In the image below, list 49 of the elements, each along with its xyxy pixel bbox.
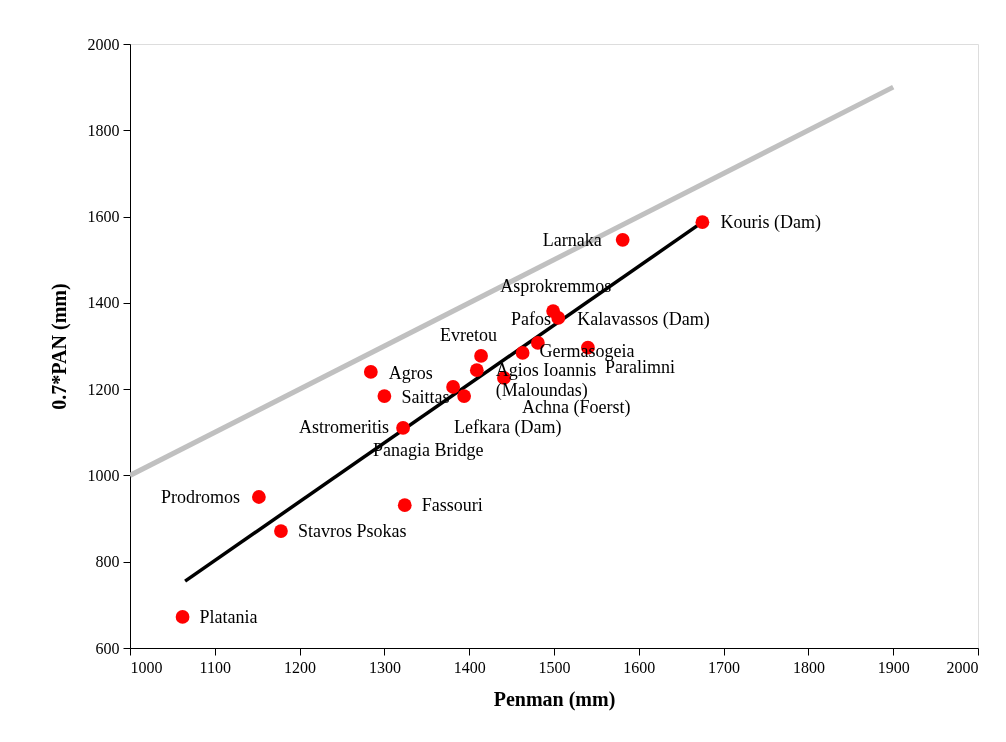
annotation: Panagia Bridge	[373, 439, 484, 460]
annotation: Lefkara (Dam)	[454, 417, 562, 439]
y-tick-label: 1400	[87, 294, 120, 312]
point	[396, 421, 410, 435]
point	[474, 349, 488, 363]
y-tick-label: 1000	[87, 466, 120, 484]
y-tick-label: 2000	[87, 35, 120, 53]
x-tick-label: 1500	[538, 658, 571, 676]
point	[252, 490, 266, 504]
x-tick-label: 1600	[623, 658, 656, 676]
point	[377, 389, 392, 403]
annotation: Larnaka	[542, 229, 602, 250]
x-tick-label: 1900	[877, 658, 910, 676]
point	[469, 363, 484, 378]
point	[175, 610, 190, 624]
y-tick-label: 1600	[87, 208, 120, 226]
y-tick-label: 600	[95, 639, 120, 657]
y-tick-label: 1800	[87, 121, 120, 139]
x-tick-label: 1700	[708, 658, 741, 676]
annotation: Kalavassos (Dam)	[577, 308, 710, 330]
x-tick-label: 1200	[284, 658, 317, 676]
y-tick-label: 1200	[87, 380, 120, 398]
point	[363, 365, 378, 379]
annotation: Prodromos	[160, 487, 240, 507]
y-axis-title: 0.7*PAN (mm)	[47, 283, 71, 410]
annotation: Astromeritis	[299, 416, 390, 437]
x-tick-label: 1000	[130, 658, 163, 676]
point	[551, 311, 566, 325]
x-tick-label: 1300	[368, 658, 401, 676]
annotation: Fassouri	[421, 495, 483, 516]
point	[515, 346, 530, 360]
point	[397, 498, 412, 513]
annotation: Evretou	[440, 324, 498, 345]
x-tick-label: 1100	[199, 658, 231, 676]
x-tick-label: 2000	[946, 658, 979, 676]
x-axis-title: Penman (mm)	[493, 687, 616, 711]
y-tick-label: 800	[95, 553, 120, 571]
annotation: Asprokremmos	[500, 276, 612, 297]
point	[615, 232, 630, 247]
point	[274, 524, 288, 538]
x-tick-label: 1400	[453, 658, 486, 676]
annotation: Pafos	[510, 308, 551, 329]
point	[457, 389, 471, 403]
annotation: Kouris (Dam)	[720, 212, 821, 234]
annotation: Platania	[199, 606, 258, 627]
annotation: Agros	[388, 362, 433, 383]
annotation: Stavros Psokas	[297, 521, 407, 542]
point	[695, 215, 710, 230]
x-tick-label: 1800	[792, 658, 825, 676]
